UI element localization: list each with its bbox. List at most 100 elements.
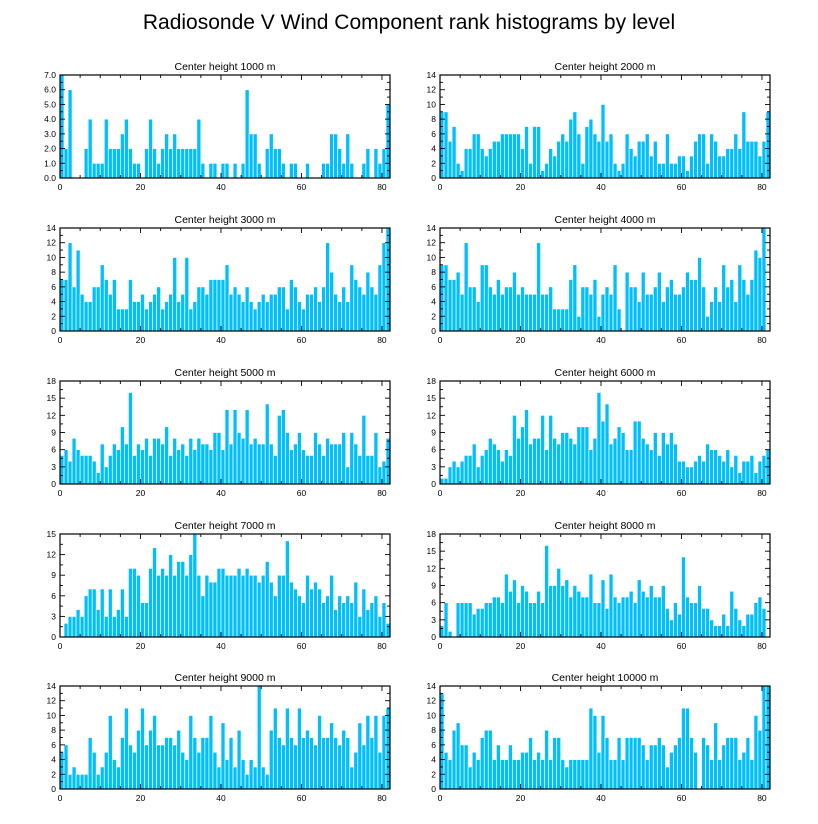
histogram-bar: [333, 609, 339, 638]
histogram-bar: [333, 443, 339, 485]
histogram-bar: [148, 118, 153, 179]
histogram-bar: [317, 715, 322, 790]
histogram-bar: [596, 751, 602, 790]
histogram-bar: [721, 460, 727, 485]
histogram-bar: [91, 751, 97, 790]
histogram-bar: [313, 744, 318, 790]
histogram-bar: [697, 585, 702, 638]
histogram-bar: [508, 133, 513, 179]
histogram-bar: [556, 443, 562, 485]
histogram-bar: [256, 301, 262, 332]
histogram-bar: [115, 449, 121, 485]
histogram-bar: [765, 111, 771, 179]
histogram-bar: [111, 616, 117, 638]
histogram-bar: [164, 301, 170, 332]
histogram-bar: [596, 140, 602, 179]
histogram-bar: [600, 293, 606, 332]
histogram-bar: [467, 766, 473, 790]
histogram-bar: [644, 133, 650, 179]
histogram-bar: [329, 133, 335, 179]
histogram-bar: [132, 162, 137, 179]
histogram-bar: [652, 596, 658, 638]
histogram-bar: [345, 737, 351, 790]
y-tick-label: 15: [427, 393, 437, 403]
histogram-bar: [761, 685, 767, 790]
histogram-bar: [309, 588, 314, 638]
histogram-bar: [717, 455, 723, 485]
histogram-bar: [451, 126, 457, 179]
histogram-bar: [208, 581, 214, 638]
histogram-bar: [136, 729, 141, 790]
histogram-bar: [377, 616, 383, 638]
histogram-bar: [487, 148, 493, 179]
histogram-bar: [87, 118, 93, 179]
histogram-bar: [588, 449, 594, 485]
histogram-bar: [528, 162, 533, 179]
histogram-bar: [564, 308, 570, 332]
histogram-bar: [652, 744, 658, 790]
x-tick-label: 40: [596, 488, 606, 498]
histogram-bar: [120, 426, 125, 485]
histogram-bar: [240, 301, 246, 332]
histogram-bar: [140, 293, 145, 332]
histogram-bar: [459, 293, 465, 332]
histogram-bar: [297, 301, 302, 332]
histogram-bar: [648, 293, 654, 332]
histogram-bar: [244, 286, 250, 332]
histogram-bar: [144, 437, 149, 485]
histogram-bar: [713, 722, 719, 790]
histogram-bar: [709, 619, 715, 638]
histogram-bar: [455, 271, 461, 332]
histogram-bar: [208, 715, 214, 790]
histogram-bar: [677, 613, 682, 638]
histogram-bar: [660, 585, 666, 638]
histogram-bar: [757, 155, 763, 179]
histogram-bar: [91, 588, 97, 638]
histogram-bar: [705, 608, 710, 638]
histogram-bar: [216, 279, 222, 332]
histogram-bar: [204, 293, 210, 332]
histogram-bar: [689, 279, 694, 332]
histogram-bar: [544, 162, 550, 179]
y-tick-label: 4.0: [44, 114, 56, 124]
histogram-bar: [689, 155, 694, 179]
histogram-bar: [612, 437, 618, 485]
histogram-bar: [244, 409, 250, 485]
histogram-bar: [260, 766, 266, 790]
histogram-bar: [640, 140, 646, 179]
histogram-bar: [373, 293, 379, 332]
histogram-bar: [681, 707, 686, 790]
histogram-bar: [337, 443, 343, 485]
x-tick-label: 0: [58, 488, 63, 498]
y-tick-label: 10: [427, 252, 437, 262]
histogram-bar: [99, 443, 105, 485]
histogram-bar: [568, 437, 574, 485]
histogram-bar: [616, 426, 622, 485]
histogram-bar: [321, 162, 326, 179]
histogram-bar: [160, 567, 165, 638]
histogram-bar: [305, 293, 310, 332]
histogram-bar: [160, 148, 165, 179]
histogram-bar: [713, 140, 719, 179]
histogram-bar: [252, 133, 258, 179]
histogram-bar: [224, 759, 230, 790]
histogram-bar: [673, 744, 678, 790]
histogram-bar: [540, 414, 545, 485]
histogram-bar: [176, 729, 182, 790]
histogram-bar: [576, 315, 582, 332]
histogram-bar: [99, 588, 105, 638]
histogram-bar: [713, 286, 719, 332]
histogram-bar: [164, 133, 170, 179]
histogram-bar: [681, 556, 686, 638]
histogram-bar: [152, 547, 157, 638]
histogram-bar: [592, 133, 598, 179]
histogram-bar: [500, 133, 505, 179]
histogram-bar: [268, 443, 274, 485]
panel-title: Center height 5000 m: [175, 367, 276, 379]
histogram-bar: [701, 286, 706, 332]
histogram-bar: [240, 437, 246, 485]
histogram-bar: [644, 293, 650, 332]
histogram-bar: [701, 460, 706, 485]
histogram-bar: [608, 759, 614, 790]
histogram-bar: [729, 737, 735, 790]
